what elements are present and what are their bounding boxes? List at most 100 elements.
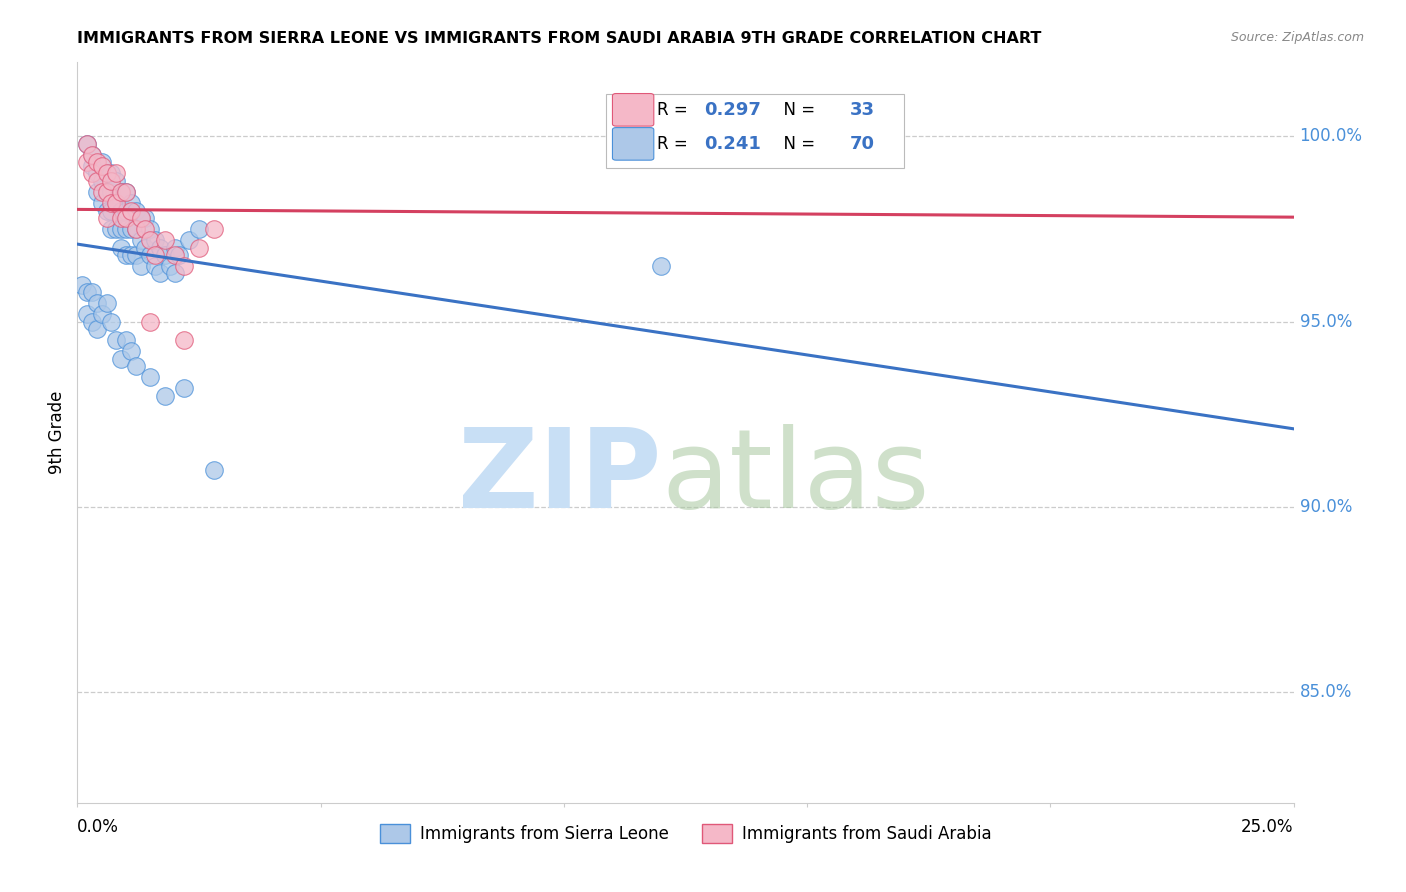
Point [149, 240, 172, 254]
Point [80, 285, 103, 299]
Point [105, 174, 128, 188]
Point [139, 248, 162, 262]
Point [110, 240, 132, 254]
Point [80, 148, 103, 162]
Point [105, 196, 128, 211]
Point [153, 233, 176, 247]
Text: IMMIGRANTS FROM SIERRA LEONE VS IMMIGRANTS FROM SAUDI ARABIA 9TH GRADE CORRELATI: IMMIGRANTS FROM SIERRA LEONE VS IMMIGRAN… [77, 31, 1042, 46]
Point [169, 248, 191, 262]
Text: Source: ZipAtlas.com: Source: ZipAtlas.com [1230, 31, 1364, 45]
Point [96, 185, 118, 199]
Point [163, 240, 186, 254]
Point [179, 233, 201, 247]
Point [143, 233, 166, 247]
Point [105, 222, 128, 236]
Point [188, 222, 211, 236]
Point [159, 259, 181, 273]
Point [163, 267, 186, 281]
Point [110, 185, 132, 199]
Point [134, 211, 156, 225]
Point [129, 233, 152, 247]
Text: N =: N = [773, 101, 820, 119]
Point [125, 359, 148, 373]
Point [76, 136, 98, 151]
Point [115, 203, 138, 218]
Point [129, 211, 152, 225]
Point [115, 185, 138, 199]
Point [100, 174, 122, 188]
Point [115, 222, 138, 236]
Point [100, 222, 122, 236]
Text: R =: R = [658, 135, 693, 153]
Point [202, 222, 225, 236]
Text: N =: N = [773, 135, 820, 153]
Point [90, 174, 112, 188]
Point [134, 240, 156, 254]
Point [143, 248, 166, 262]
Point [96, 166, 118, 180]
Point [173, 381, 195, 395]
Point [110, 211, 132, 225]
Point [173, 333, 195, 347]
Point [139, 370, 162, 384]
FancyBboxPatch shape [613, 128, 654, 161]
Point [96, 211, 118, 225]
Point [80, 148, 103, 162]
Point [90, 307, 112, 321]
Point [139, 314, 162, 328]
Point [70, 277, 93, 292]
Point [86, 185, 108, 199]
Point [650, 259, 672, 273]
Point [86, 166, 108, 180]
FancyBboxPatch shape [606, 94, 904, 168]
Text: 25.0%: 25.0% [1241, 818, 1294, 836]
Point [90, 185, 112, 199]
Point [80, 159, 103, 173]
Point [125, 222, 148, 236]
Point [100, 166, 122, 180]
Point [86, 155, 108, 169]
Point [115, 185, 138, 199]
Point [105, 166, 128, 180]
Point [120, 203, 142, 218]
Point [149, 267, 172, 281]
Point [110, 203, 132, 218]
Point [105, 333, 128, 347]
Y-axis label: 9th Grade: 9th Grade [48, 391, 66, 475]
Point [120, 344, 142, 359]
Point [125, 222, 148, 236]
Point [90, 196, 112, 211]
Text: ZIP: ZIP [458, 424, 661, 531]
Text: 0.241: 0.241 [703, 135, 761, 153]
Point [650, 136, 672, 151]
Point [110, 185, 132, 199]
Text: 85.0%: 85.0% [1299, 682, 1353, 701]
Text: 95.0%: 95.0% [1299, 312, 1353, 331]
Text: 33: 33 [849, 101, 875, 119]
Point [76, 136, 98, 151]
Point [96, 203, 118, 218]
Point [115, 248, 138, 262]
Point [120, 222, 142, 236]
FancyBboxPatch shape [613, 94, 654, 126]
Point [115, 333, 138, 347]
Text: 70: 70 [849, 135, 875, 153]
Text: 0.0%: 0.0% [77, 818, 120, 836]
Point [90, 155, 112, 169]
Point [139, 222, 162, 236]
Point [163, 248, 186, 262]
Point [96, 166, 118, 180]
Point [129, 259, 152, 273]
Point [139, 233, 162, 247]
Point [202, 462, 225, 476]
Point [110, 351, 132, 366]
Point [100, 314, 122, 328]
Point [100, 203, 122, 218]
Point [188, 240, 211, 254]
Text: 0.297: 0.297 [703, 101, 761, 119]
Point [76, 307, 98, 321]
Text: 100.0%: 100.0% [1299, 128, 1362, 145]
Point [125, 248, 148, 262]
Legend: Immigrants from Sierra Leone, Immigrants from Saudi Arabia: Immigrants from Sierra Leone, Immigrants… [373, 817, 998, 850]
Point [100, 196, 122, 211]
